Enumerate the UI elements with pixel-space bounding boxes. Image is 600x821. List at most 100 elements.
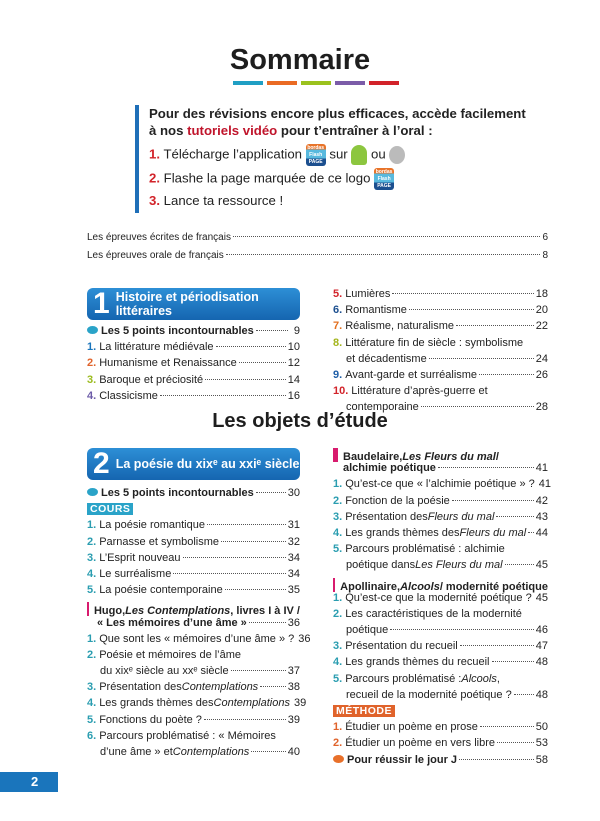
- toc-entry[interactable]: Les 5 points incontournables 9: [87, 325, 300, 341]
- toc-row[interactable]: Les épreuves orale de français 8: [87, 250, 548, 261]
- toc-line: poétique 46: [333, 624, 548, 640]
- toc-line: 7. Réalisme, naturalisme 22: [333, 320, 548, 336]
- toc-entry[interactable]: 2. Poésie et mémoires de l’âme du xixᵉ siè…: [87, 649, 300, 681]
- toc-entry[interactable]: 9. Avant-garde et surréalisme 26: [333, 369, 548, 385]
- toc-entry[interactable]: Les 5 points incontournables 30: [87, 487, 300, 503]
- toc-entry[interactable]: 2. Les caractéristiques de la modernité po…: [333, 608, 548, 640]
- toc-line: 4. Les grands thèmes des Fleurs du mal 44: [333, 527, 548, 543]
- toc-line: 4. Le surréalisme 34: [87, 568, 300, 584]
- step-1: 1. Télécharge l’application bordas Flash P…: [149, 144, 526, 168]
- toc-entry[interactable]: 3. Baroque et préciosité 14: [87, 374, 300, 390]
- toc-entry[interactable]: Hugo, Les Contemplations, livres I à IV …: [87, 600, 300, 632]
- toc-text: Parcours problématisé :: [345, 672, 462, 685]
- toc-entry[interactable]: 2. Parnasse et symbolisme 32: [87, 536, 300, 552]
- toc-entry[interactable]: 8. Littérature fin de siècle : symbolisme…: [333, 337, 548, 369]
- toc-text: Avant-garde et surréalisme: [345, 368, 478, 381]
- step-text: Flashe la page marquée de ce logo: [163, 170, 371, 186]
- toc-page: 10: [287, 341, 300, 354]
- toc-page: 26: [535, 368, 548, 381]
- toc-entry[interactable]: 5. Lumières 18: [333, 288, 548, 304]
- toc-entry[interactable]: 3. Présentation des Contemplations 38: [87, 681, 300, 697]
- toc-page: 47: [535, 640, 548, 653]
- toc-entry[interactable]: 3. Présentation des Fleurs du mal 43: [333, 511, 548, 527]
- item-number: 3.: [87, 551, 97, 564]
- toc-text: Contemplations: [213, 697, 290, 710]
- toc-entry[interactable]: 6. Parcours problématisé : « Mémoires d’un…: [87, 730, 300, 762]
- toc-entry[interactable]: 1. La poésie romantique 31: [87, 519, 300, 535]
- section-title: littéraires: [115, 304, 172, 318]
- toc-entry[interactable]: Baudelaire, Les Fleurs du mal / alchimie …: [333, 446, 548, 478]
- toc-line: 5. Fonctions du poète ? 39: [87, 714, 300, 730]
- toc-entry[interactable]: 5. La poésie contemporaine 35: [87, 584, 300, 600]
- toc-entry[interactable]: 2. Humanisme et Renaissance 12: [87, 357, 300, 373]
- toc-text: Qu’est-ce que « l’alchimie poétique » ?: [345, 478, 535, 491]
- toc-entry[interactable]: 1. La littérature médiévale 10: [87, 341, 300, 357]
- leader: [491, 661, 534, 663]
- toc-line: 8. Littérature fin de siècle : symbolisme: [333, 337, 548, 353]
- leader: [456, 325, 534, 327]
- toc-line: 3. Présentation des Fleurs du mal 43: [333, 511, 548, 527]
- toc-page: 43: [535, 510, 548, 523]
- toc-line: 6. Romantisme 20: [333, 304, 548, 320]
- toc-line: 1. Qu’est-ce que « l’alchimie poétique » …: [333, 478, 551, 494]
- toc-page: 42: [535, 494, 548, 507]
- toc-entry[interactable]: 1. Qu’est-ce que la modernité poétique ? 4…: [333, 592, 548, 608]
- apple-icon: [389, 146, 406, 164]
- bullet-icon: [87, 488, 98, 496]
- leader: [255, 492, 286, 493]
- section-2-header[interactable]: 2 La poésie du xixᵉ au xxiᵉ siècle: [87, 447, 300, 480]
- toc-entry[interactable]: 4. Le surréalisme 34: [87, 568, 300, 584]
- toc-row[interactable]: Les épreuves écrites de français 6: [87, 232, 548, 243]
- toc-text: Étudier un poème en vers libre: [345, 737, 495, 750]
- toc-line: 3. L’Esprit nouveau 34: [87, 552, 300, 568]
- toc-entry[interactable]: 4. Les grands thèmes des Fleurs du mal 44: [333, 527, 548, 543]
- toc-text: Classicisme: [99, 389, 158, 402]
- toc-entry[interactable]: 4. Les grands thèmes des Contemplations 39: [87, 697, 306, 713]
- toc-entry[interactable]: 5. Parcours problématisé : Alcools, recuei…: [333, 673, 548, 705]
- leader: [428, 357, 534, 359]
- toc-text: Fonctions du poète ?: [99, 713, 202, 726]
- toc-entry[interactable]: 3. Présentation du recueil 47: [333, 640, 548, 656]
- intro-text: à nos: [149, 123, 188, 138]
- section-label-row: MÉTHODE: [333, 705, 548, 721]
- toc-entry[interactable]: 7. Réalisme, naturalisme 22: [333, 320, 548, 336]
- toc-entry[interactable]: 10. Littérature d’après-guerre et contempo…: [333, 385, 548, 417]
- section-subtitle: Les objets d’étude: [212, 410, 388, 432]
- leader: [205, 378, 286, 380]
- toc-entry[interactable]: 3. L’Esprit nouveau 34: [87, 552, 300, 568]
- bullet-icon: [87, 326, 98, 334]
- toc-line: 1. Étudier un poème en prose 50: [333, 721, 548, 737]
- leader: [238, 362, 286, 364]
- section-marker-icon: [333, 448, 338, 462]
- toc-entry[interactable]: 5. Parcours problématisé : alchimie poétiq…: [333, 543, 548, 575]
- toc-line: 3. Présentation du recueil 47: [333, 640, 548, 656]
- step-3: 3. Lance ta ressource !: [149, 192, 526, 209]
- toc-entry[interactable]: 2. Fonction de la poésie 42: [333, 495, 548, 511]
- item-number: 5.: [333, 543, 343, 556]
- color-bar: [335, 81, 365, 85]
- toc-page: 50: [535, 721, 548, 734]
- toc-line: 5. Parcours problématisé : Alcools,: [333, 673, 548, 689]
- toc-entry[interactable]: 4. Classicisme 16: [87, 390, 300, 406]
- color-bar: [233, 81, 263, 85]
- tutorials-highlight: tutoriels vidéo: [187, 123, 278, 138]
- toc-text: Parcours problématisé : alchimie: [345, 543, 505, 556]
- toc-entry[interactable]: 4. Les grands thèmes du recueil 48: [333, 656, 548, 672]
- toc-entry[interactable]: 2. Étudier un poème en vers libre 53: [333, 737, 548, 753]
- toc-entry[interactable]: 1. Qu’est-ce que « l’alchimie poétique » …: [333, 478, 551, 494]
- leader: [182, 556, 286, 558]
- toc-line: recueil de la modernité poétique ? 48: [333, 689, 548, 705]
- step-2: 2. Flashe la page marquée de ce logo bor…: [149, 168, 526, 192]
- item-number: 2.: [333, 494, 343, 507]
- toc-entry[interactable]: Apollinaire, Alcools / modernité poétiqu…: [333, 576, 548, 593]
- item-number: 9.: [333, 368, 343, 381]
- toc-entry[interactable]: 1. Que sont les « mémoires d’une âme » ? 3…: [87, 633, 310, 649]
- toc-entry[interactable]: 1. Étudier un poème en prose 50: [333, 721, 548, 737]
- toc-entry[interactable]: Pour réussir le jour J 58: [333, 754, 548, 770]
- toc-page: 22: [535, 320, 548, 333]
- leader: [504, 564, 534, 566]
- toc-entry[interactable]: 5. Fonctions du poète ? 39: [87, 714, 300, 730]
- section-1-header[interactable]: 1 Histoire et périodisation littéraires: [87, 287, 300, 320]
- toc-entry[interactable]: 6. Romantisme 20: [333, 304, 548, 320]
- toc-text: Les grands thèmes du recueil: [345, 656, 490, 669]
